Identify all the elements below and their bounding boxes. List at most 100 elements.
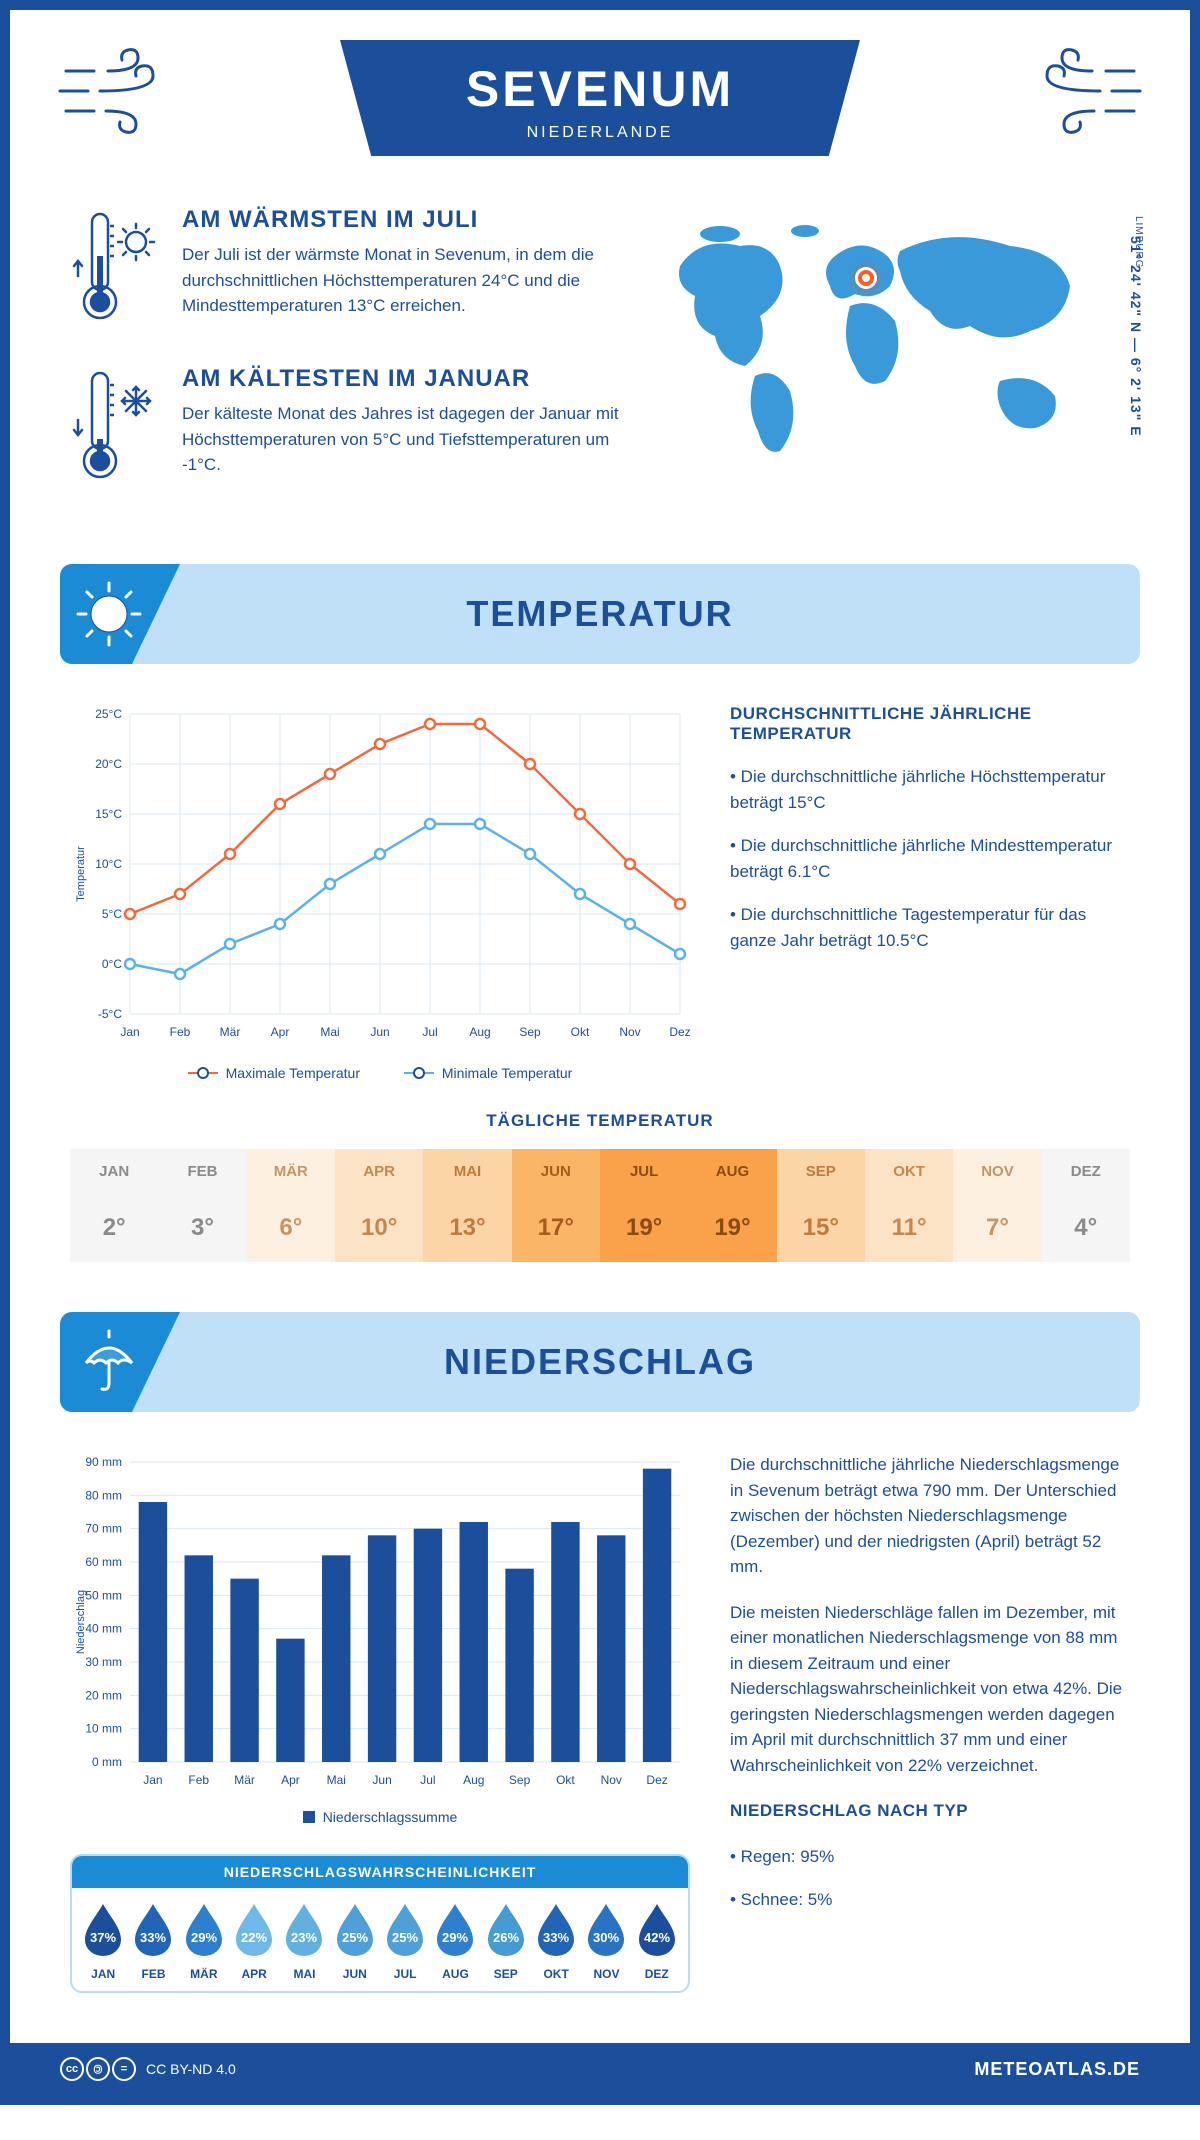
prob-month-label: JUN: [330, 1967, 380, 1981]
svg-text:42%: 42%: [644, 1930, 670, 1945]
raindrop-icon: 26%: [481, 1902, 531, 1961]
coordinates: 51° 24' 42" N — 6° 2' 13" E: [1128, 236, 1144, 437]
prob-cell: 25%JUL: [380, 1902, 430, 1981]
svg-text:30%: 30%: [593, 1930, 619, 1945]
daily-month-label: OKT: [865, 1149, 953, 1194]
svg-text:33%: 33%: [140, 1930, 166, 1945]
raindrop-icon: 30%: [581, 1902, 631, 1961]
site-name: METEOATLAS.DE: [974, 2059, 1140, 2080]
svg-text:Jul: Jul: [420, 1773, 435, 1787]
temp-stats-heading: DURCHSCHNITTLICHE JÄHRLICHE TEMPERATUR: [730, 704, 1130, 744]
svg-text:50 mm: 50 mm: [85, 1588, 122, 1602]
daily-cell: MAI13°: [423, 1149, 511, 1262]
prob-month-label: SEP: [481, 1967, 531, 1981]
temperature-section-header: TEMPERATUR: [60, 564, 1140, 664]
coldest-block: AM KÄLTESTEN IM JANUAR Der kälteste Mona…: [70, 365, 620, 490]
prob-month-label: OKT: [531, 1967, 581, 1981]
daily-month-label: DEZ: [1042, 1149, 1130, 1194]
svg-text:60 mm: 60 mm: [85, 1555, 122, 1569]
prob-month-label: APR: [229, 1967, 279, 1981]
thermometer-sun-icon: [70, 206, 160, 331]
country-subtitle: NIEDERLANDE: [420, 124, 780, 142]
title-banner: SEVENUM NIEDERLANDE: [340, 40, 860, 156]
svg-text:70 mm: 70 mm: [85, 1522, 122, 1536]
daily-temp-table: JAN2°FEB3°MÄR6°APR10°MAI13°JUN17°JUL19°A…: [70, 1149, 1130, 1262]
raindrop-icon: 25%: [330, 1902, 380, 1961]
svg-text:29%: 29%: [191, 1930, 217, 1945]
daily-cell: APR10°: [335, 1149, 423, 1262]
prob-month-label: NOV: [581, 1967, 631, 1981]
temp-chart-legend: Maximale Temperatur Minimale Temperatur: [70, 1061, 690, 1081]
svg-text:40 mm: 40 mm: [85, 1622, 122, 1636]
prob-month-label: AUG: [430, 1967, 480, 1981]
daily-cell: MÄR6°: [247, 1149, 335, 1262]
svg-text:Nov: Nov: [601, 1773, 622, 1787]
prob-cell: 26% SEP: [481, 1902, 531, 1981]
svg-text:Dez: Dez: [669, 1025, 690, 1039]
svg-text:Okt: Okt: [571, 1025, 590, 1039]
daily-temp-title: TÄGLICHE TEMPERATUR: [10, 1111, 1190, 1131]
warmest-title: AM WÄRMSTEN IM JULI: [182, 206, 620, 234]
raindrop-icon: 23%: [279, 1902, 329, 1961]
prob-cell: 23% MAI: [279, 1902, 329, 1981]
daily-cell: FEB3°: [158, 1149, 246, 1262]
raindrop-icon: 22%: [229, 1902, 279, 1961]
svg-text:Sep: Sep: [519, 1025, 541, 1039]
sun-icon: [60, 564, 180, 664]
raindrop-icon: 29%: [179, 1902, 229, 1961]
license-text: CC BY-ND 4.0: [146, 2061, 236, 2077]
svg-text:22%: 22%: [241, 1930, 267, 1945]
cc-license-icon: cc 🄯 =: [60, 2057, 136, 2081]
svg-text:10 mm: 10 mm: [85, 1722, 122, 1736]
daily-month-label: NOV: [953, 1149, 1041, 1194]
prob-month-label: MAI: [279, 1967, 329, 1981]
daily-temp-value: 17°: [512, 1194, 600, 1262]
svg-text:Jun: Jun: [372, 1773, 391, 1787]
precip-probability-box: NIEDERSCHLAGSWAHRSCHEINLICHKEIT 37%JAN33…: [70, 1854, 690, 1993]
daily-cell: NOV7°: [953, 1149, 1041, 1262]
prob-cell: 42%DEZ: [632, 1902, 682, 1981]
wind-icon: [58, 46, 168, 141]
svg-text:-5°C: -5°C: [98, 1007, 122, 1021]
daily-temp-value: 2°: [70, 1194, 158, 1262]
svg-text:Nov: Nov: [619, 1025, 640, 1039]
svg-text:30 mm: 30 mm: [85, 1655, 122, 1669]
footer: cc 🄯 = CC BY-ND 4.0 METEOATLAS.DE: [10, 2043, 1190, 2095]
precip-title: NIEDERSCHLAG: [444, 1341, 756, 1383]
prob-cell: 33%FEB: [128, 1902, 178, 1981]
svg-text:37%: 37%: [90, 1930, 116, 1945]
daily-month-label: JAN: [70, 1149, 158, 1194]
svg-text:Feb: Feb: [170, 1025, 191, 1039]
raindrop-icon: 25%: [380, 1902, 430, 1961]
svg-text:Apr: Apr: [281, 1773, 300, 1787]
prob-month-label: JAN: [78, 1967, 128, 1981]
prob-cell: 37% JAN: [78, 1902, 128, 1981]
svg-text:Jan: Jan: [120, 1025, 139, 1039]
svg-text:Jan: Jan: [143, 1773, 162, 1787]
raindrop-icon: 37%: [78, 1902, 128, 1961]
daily-cell: JUL19°: [600, 1149, 688, 1262]
thermometer-snow-icon: [70, 365, 160, 490]
world-map: LIMBURG 51° 24' 42" N — 6° 2' 13" E: [650, 206, 1130, 524]
daily-month-label: MAI: [423, 1149, 511, 1194]
legend-max-label: Maximale Temperatur: [226, 1065, 360, 1081]
svg-text:Aug: Aug: [463, 1773, 484, 1787]
prob-cell: 29%AUG: [430, 1902, 480, 1981]
warmest-block: AM WÄRMSTEN IM JULI Der Juli ist der wär…: [70, 206, 620, 331]
coldest-title: AM KÄLTESTEN IM JANUAR: [182, 365, 620, 393]
svg-text:15°C: 15°C: [95, 807, 122, 821]
prob-month-label: MÄR: [179, 1967, 229, 1981]
svg-text:25°C: 25°C: [95, 707, 122, 721]
svg-text:25%: 25%: [392, 1930, 418, 1945]
svg-text:Okt: Okt: [556, 1773, 575, 1787]
prob-cell: 30% NOV: [581, 1902, 631, 1981]
daily-temp-value: 4°: [1042, 1194, 1130, 1262]
daily-temp-value: 10°: [335, 1194, 423, 1262]
raindrop-icon: 42%: [632, 1902, 682, 1961]
daily-month-label: AUG: [688, 1149, 776, 1194]
svg-text:80 mm: 80 mm: [85, 1488, 122, 1502]
umbrella-icon: [60, 1312, 180, 1412]
daily-temp-value: 19°: [688, 1194, 776, 1262]
svg-text:Niederschlag: Niederschlag: [75, 1590, 87, 1654]
warmest-text: Der Juli ist der wärmste Monat in Sevenu…: [182, 242, 620, 319]
